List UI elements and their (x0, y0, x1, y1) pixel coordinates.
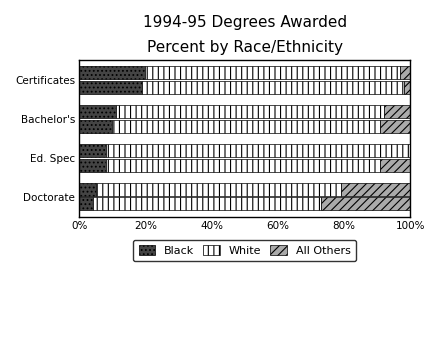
Bar (79, 105, 116, 118)
Bar (341, 183, 410, 196)
Bar (384, 105, 410, 118)
Bar (146, 66, 400, 79)
Bar (79, 159, 106, 172)
Bar (112, 120, 381, 133)
Bar (79, 120, 112, 133)
Bar (381, 159, 410, 172)
Bar (92, 197, 321, 210)
Bar (106, 159, 381, 172)
Bar (116, 105, 384, 118)
Bar (381, 120, 410, 133)
Bar (79, 197, 92, 210)
Bar (79, 183, 96, 196)
Bar (142, 81, 403, 94)
Bar (96, 183, 341, 196)
Bar (321, 197, 410, 210)
Legend: Black, White, All Others: Black, White, All Others (133, 240, 356, 262)
Bar (403, 81, 410, 94)
Bar (79, 144, 106, 157)
Bar (79, 81, 142, 94)
Bar (79, 66, 146, 79)
Title: 1994-95 Degrees Awarded
Percent by Race/Ethnicity: 1994-95 Degrees Awarded Percent by Race/… (143, 15, 347, 55)
Bar (400, 66, 410, 79)
Bar (106, 144, 410, 157)
